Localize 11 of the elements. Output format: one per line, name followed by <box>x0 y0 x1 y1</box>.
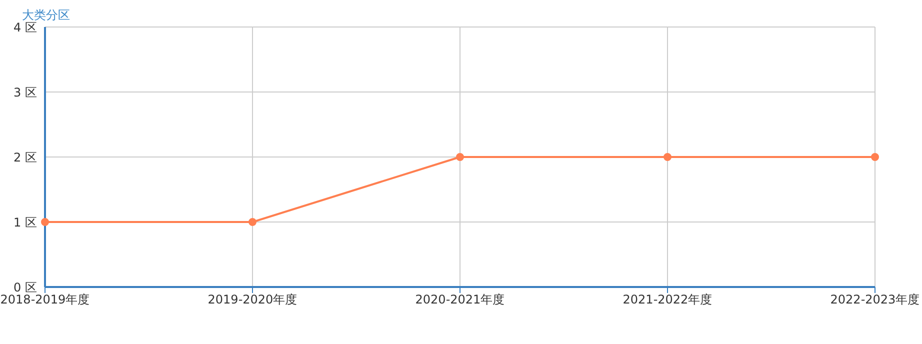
y-tick-label: 0 区 <box>14 280 37 294</box>
y-tick-label: 2 区 <box>14 150 37 164</box>
y-tick-label: 4 区 <box>14 20 37 34</box>
y-axis-title: 大类分区 <box>22 7 70 22</box>
x-tick-label: 2021-2022年度 <box>622 292 712 307</box>
x-tick-label: 2020-2021年度 <box>415 292 505 307</box>
y-tick-label: 3 区 <box>14 85 37 100</box>
x-tick-label: 2019-2020年度 <box>208 292 298 307</box>
x-tick-label: 2022-2023年度 <box>830 292 920 307</box>
x-tick-label: 2018-2019年度 <box>0 292 90 307</box>
y-tick-label: 1 区 <box>14 215 37 230</box>
